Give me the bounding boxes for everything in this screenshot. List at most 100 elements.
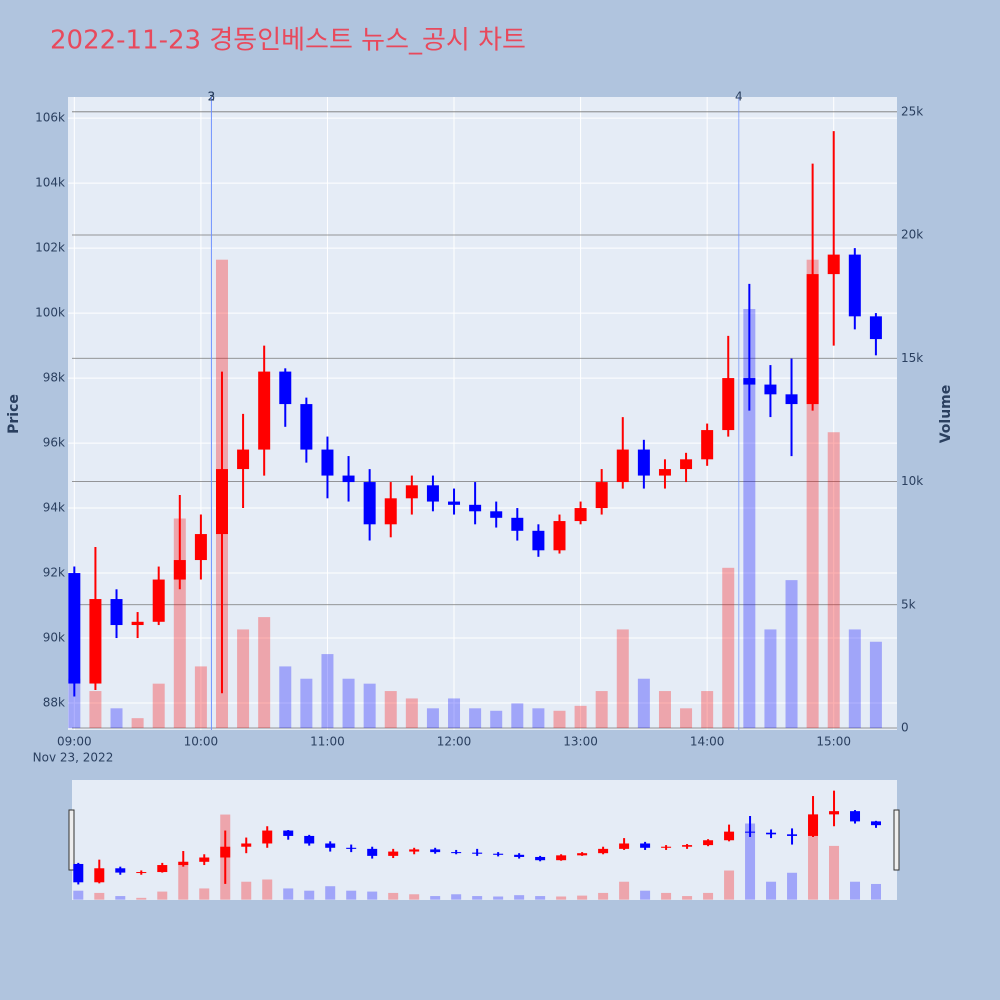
candle-body bbox=[680, 459, 693, 470]
slider-candle-body bbox=[73, 863, 84, 883]
candle-body bbox=[637, 449, 650, 476]
slider-volume-bar bbox=[871, 883, 882, 900]
slider-candle-body bbox=[178, 861, 189, 866]
slider-candle-body bbox=[241, 843, 252, 847]
y-tick-label: 104k bbox=[35, 176, 65, 190]
candle-body bbox=[426, 485, 439, 502]
slider-candle-body bbox=[598, 848, 609, 854]
y-tick-label: 88k bbox=[43, 696, 65, 710]
volume-bar bbox=[848, 629, 861, 729]
candle-body bbox=[658, 469, 671, 476]
slider-candle-body bbox=[325, 843, 336, 848]
news-marker-label: 4 bbox=[735, 90, 743, 104]
candle-body bbox=[321, 449, 334, 476]
slider-candle-body bbox=[514, 854, 525, 857]
slider-candle-body bbox=[409, 849, 420, 852]
volume-bar bbox=[469, 708, 482, 729]
plot-area bbox=[68, 97, 897, 730]
chart-title: 2022-11-23 경동인베스트 뉴스_공시 차트 bbox=[50, 26, 526, 56]
slider-volume-bar bbox=[388, 892, 399, 900]
slider-handle[interactable] bbox=[68, 809, 75, 871]
candle-body bbox=[131, 621, 144, 626]
slider-candle-body bbox=[766, 832, 777, 835]
y2-tick-label: 20k bbox=[901, 228, 923, 242]
candle-body bbox=[237, 449, 250, 470]
slider-volume-bar bbox=[577, 895, 588, 900]
slider-candle-body bbox=[556, 855, 567, 861]
slider-candle-body bbox=[346, 847, 357, 849]
candle-body bbox=[785, 394, 798, 405]
slider-candle-body bbox=[493, 853, 504, 855]
x-tick-label: 12:00 bbox=[437, 735, 472, 749]
slider-handle[interactable] bbox=[893, 809, 900, 871]
news-marker-label: 3 bbox=[208, 90, 216, 104]
y2-tick-label: 10k bbox=[901, 474, 923, 488]
candle-body bbox=[469, 504, 482, 512]
news-marker-label: 2 bbox=[208, 90, 216, 104]
candle-body bbox=[194, 534, 207, 561]
candle-body bbox=[553, 521, 566, 551]
candle-body bbox=[764, 384, 777, 395]
slider-candle-body bbox=[850, 811, 861, 822]
slider-candle-body bbox=[745, 831, 756, 833]
volume-bar bbox=[89, 691, 102, 729]
slider-candle-body bbox=[199, 857, 210, 862]
volume-bar bbox=[300, 678, 313, 729]
volume-bar bbox=[701, 691, 714, 729]
y-tick-label: 98k bbox=[43, 371, 65, 385]
slider-volume-bar bbox=[556, 896, 567, 900]
y-tick-label: 92k bbox=[43, 566, 65, 580]
volume-bar bbox=[490, 710, 503, 729]
candle-body bbox=[384, 498, 397, 525]
slider-volume-bar bbox=[304, 890, 315, 900]
candle-body bbox=[405, 485, 418, 499]
slider-volume-bar bbox=[283, 888, 294, 900]
range-slider[interactable] bbox=[72, 780, 897, 900]
slider-volume-bar bbox=[640, 890, 651, 900]
x-tick-label: 10:00 bbox=[184, 735, 219, 749]
slider-candle-body bbox=[703, 840, 714, 846]
candle-body bbox=[490, 511, 503, 518]
slider-candle-body bbox=[472, 852, 483, 854]
slider-volume-bar bbox=[787, 872, 798, 900]
slider-volume-bar bbox=[766, 881, 777, 900]
candle-body bbox=[595, 482, 608, 509]
candle-body bbox=[173, 560, 186, 580]
volume-bar bbox=[574, 705, 587, 729]
slider-volume-bar bbox=[661, 892, 672, 900]
volume-bar bbox=[743, 308, 756, 729]
slider-volume-bar bbox=[178, 861, 189, 900]
slider-volume-bar bbox=[682, 896, 693, 900]
candle-body bbox=[300, 404, 313, 450]
slider-volume-bar bbox=[829, 845, 840, 900]
slider-volume-bar bbox=[94, 892, 105, 900]
y2-tick-label: 15k bbox=[901, 351, 923, 365]
slider-volume-bar bbox=[598, 892, 609, 900]
candle-body bbox=[511, 517, 524, 531]
slider-volume-bar bbox=[136, 897, 147, 900]
x-tick-label: 09:00 bbox=[57, 735, 92, 749]
candle-body bbox=[806, 274, 819, 405]
slider-candle-body bbox=[367, 848, 378, 856]
volume-bar bbox=[258, 617, 271, 729]
volume-bar bbox=[827, 432, 840, 729]
slider-candle-body bbox=[220, 846, 231, 858]
volume-bar bbox=[637, 678, 650, 729]
candle-body bbox=[616, 449, 629, 483]
slider-volume-bar bbox=[619, 881, 630, 900]
slider-volume-bar bbox=[850, 881, 861, 900]
candle-body bbox=[363, 482, 376, 525]
candle-body bbox=[448, 501, 461, 505]
x-tick-label: 14:00 bbox=[690, 735, 725, 749]
volume-bar bbox=[869, 641, 882, 729]
candle-body bbox=[532, 530, 545, 551]
slider-volume-bar bbox=[472, 896, 483, 900]
candle-body bbox=[342, 475, 355, 483]
candle-body bbox=[722, 378, 735, 431]
slider-volume-bar bbox=[262, 879, 273, 900]
slider-volume-bar bbox=[241, 881, 252, 900]
volume-bar bbox=[279, 666, 292, 729]
volume-bar bbox=[110, 708, 123, 729]
y2-tick-label: 0 bbox=[901, 721, 909, 735]
candle-body bbox=[258, 371, 271, 450]
